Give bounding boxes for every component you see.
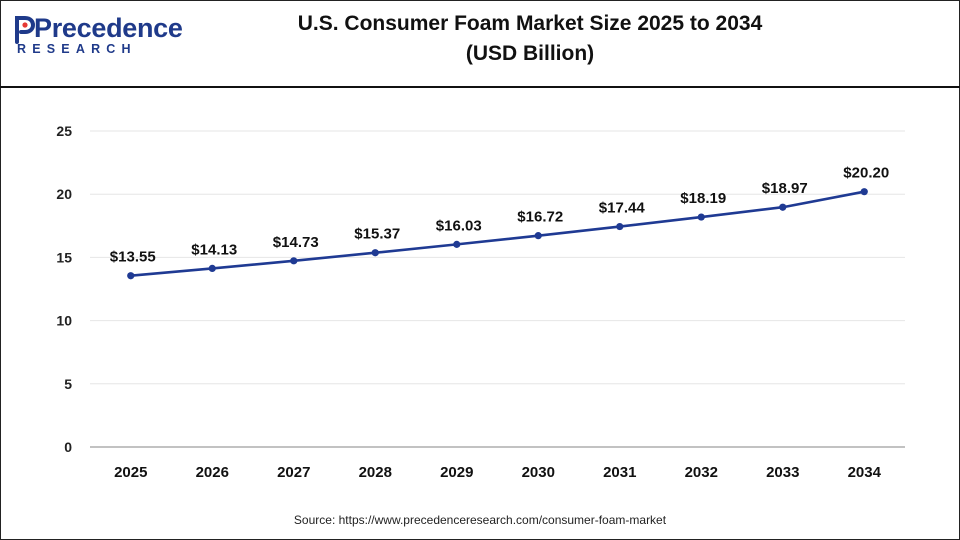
series-line [130, 190, 865, 278]
data-point [290, 257, 298, 265]
data-point [616, 222, 624, 231]
header: Precedence RESEARCH U.S. Consumer Foam M… [0, 0, 960, 88]
data-point [371, 249, 379, 257]
y-tick-label: 5 [64, 376, 72, 392]
chart-title: U.S. Consumer Foam Market Size 2025 to 2… [297, 12, 763, 35]
data-label: $17.44 [599, 200, 646, 217]
x-tick-label: 2031 [603, 464, 636, 481]
x-tick-label: 2029 [440, 464, 473, 481]
y-tick-label: 10 [56, 313, 72, 329]
logo-name: Precedence [34, 13, 183, 43]
data-label: $18.97 [762, 180, 808, 197]
y-tick-label: 0 [64, 439, 72, 455]
y-axis: 0 5 10 15 20 25 [56, 123, 72, 455]
logo-p-icon [15, 16, 36, 44]
source-note: Source: https://www.precedenceresearch.c… [293, 513, 667, 527]
y-tick-label: 25 [56, 123, 72, 139]
x-tick-label: 2026 [196, 464, 229, 481]
data-point [127, 272, 135, 280]
data-label: $14.73 [273, 234, 319, 251]
x-tick-label: 2032 [685, 464, 718, 481]
data-point [779, 203, 787, 211]
x-tick-label: 2033 [766, 464, 799, 481]
data-point [208, 264, 216, 272]
x-axis: 2025 2026 2027 2028 2029 2030 2031 2032 2033 2034 [90, 446, 905, 481]
data-label: $18.19 [680, 190, 726, 207]
x-tick-label: 2027 [277, 464, 310, 481]
data-label: $20.20 [843, 165, 889, 182]
x-tick-label: 2034 [848, 464, 882, 481]
x-tick-label: 2028 [359, 464, 392, 481]
x-tick-label: 2025 [114, 464, 147, 481]
chart-subtitle: (USD Billion) [465, 42, 595, 65]
data-label: $16.03 [436, 217, 482, 234]
data-point [860, 188, 868, 196]
data-label: $13.55 [110, 249, 156, 266]
precedence-logo: Precedence RESEARCH [14, 12, 183, 62]
y-tick-label: 20 [56, 186, 72, 202]
data-label: $14.13 [191, 241, 237, 258]
series-layer [127, 188, 868, 280]
grid-lines [90, 130, 905, 385]
data-labels: $13.55 $14.13 $14.73 $15.37 $16.03 $16.72 $17.… [110, 165, 889, 266]
data-point [453, 240, 461, 248]
data-point [534, 232, 542, 240]
y-tick-label: 15 [56, 249, 72, 265]
data-label: $16.72 [517, 209, 563, 226]
data-point [697, 213, 705, 221]
logo-sub: RESEARCH [17, 42, 137, 56]
x-tick-label: 2030 [522, 464, 555, 481]
data-label: $15.37 [354, 226, 400, 243]
